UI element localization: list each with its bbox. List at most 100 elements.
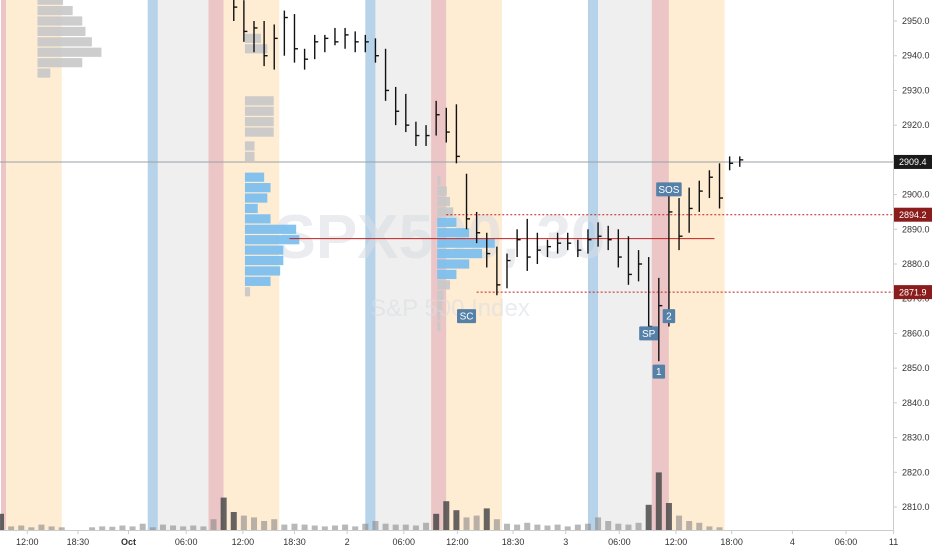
y-tick-label: 2840.0 [902, 398, 930, 408]
volume-bar [342, 524, 349, 530]
volume-bar [139, 523, 146, 530]
volume-bar [89, 527, 96, 530]
x-tick-label: 06:00 [608, 537, 631, 547]
profile-row [244, 224, 297, 234]
price-tag-text: 2871.9 [899, 287, 927, 297]
volume-bar [119, 525, 126, 530]
profile-row [37, 5, 73, 16]
volume-bar [251, 517, 257, 530]
x-tick-label: 18:30 [283, 537, 306, 547]
price-tag: 2909.4 [894, 154, 932, 169]
price-tag-box [894, 285, 932, 300]
profile-row [437, 301, 443, 311]
session-band-gray [157, 0, 209, 530]
volume-bar [584, 523, 591, 530]
annotation-text: 1 [656, 367, 662, 378]
annotation-label[interactable]: 1 [652, 364, 666, 379]
profile-row [244, 203, 258, 214]
price-tag-box [894, 154, 932, 169]
annotation-label[interactable]: SOS [656, 182, 682, 197]
profile-row [244, 117, 274, 127]
x-axis-background [0, 530, 932, 550]
volume-bar [210, 519, 217, 530]
y-tick-label: 2940.0 [902, 51, 930, 61]
profile-row [244, 141, 255, 151]
session-band-red [1, 0, 7, 530]
watermark-name: S&P 500 Index [370, 295, 530, 322]
y-axis[interactable]: 2950.02940.02930.02920.02910.02900.02890… [893, 0, 932, 550]
x-axis[interactable]: 12:00 18:30 Oct 06:00 12:00 18:30 2 06:00 12:00 1… [0, 530, 932, 550]
y-tick-label: 2900.0 [902, 190, 930, 200]
volume-bar [554, 524, 561, 530]
volume-bar [38, 524, 45, 530]
volume-bar [625, 524, 632, 530]
profile-row [437, 259, 470, 269]
session-band-gray [375, 0, 432, 530]
y-tick-label: 2830.0 [902, 433, 930, 443]
x-tick-label: 06:00 [393, 537, 416, 547]
session-band-gray [598, 0, 652, 530]
volume-bar [423, 522, 430, 530]
annotation-text: SOS [658, 185, 679, 196]
price-tag-text: 2894.2 [899, 210, 927, 220]
x-tick-label: 18:30 [502, 537, 525, 547]
volume-bar [595, 517, 602, 530]
volume-bar [483, 508, 490, 530]
session-band-orange [6, 0, 62, 530]
profile-row [244, 245, 284, 255]
volume-bar [645, 504, 652, 530]
volume-bar [605, 521, 612, 530]
profile-row [437, 176, 441, 186]
annotation-label[interactable]: SP [639, 326, 659, 341]
annotation-label[interactable]: 2 [662, 309, 676, 324]
volume-bar [48, 526, 55, 530]
volume-bar [18, 525, 25, 530]
volume-bar [0, 513, 4, 530]
volume-bar [170, 525, 177, 530]
profile-row [437, 228, 470, 238]
volume-bar [281, 524, 288, 530]
x-tick-label: 12:00 [232, 537, 255, 547]
volume-bar [99, 526, 106, 530]
profile-row [244, 183, 271, 193]
volume-bar [149, 527, 156, 530]
profile-row [437, 290, 444, 300]
x-tick-label: 12:00 [446, 537, 469, 547]
y-tick-label: 2860.0 [902, 328, 930, 338]
x-tick-label: 06:00 [175, 537, 198, 547]
y-axis-background [893, 0, 932, 550]
volume-bar [696, 522, 703, 530]
annotation-box [639, 326, 659, 341]
volume-bar [493, 519, 500, 530]
volume-bar [473, 515, 480, 530]
profile-row [437, 238, 495, 248]
volume-bar [352, 526, 359, 530]
y-tick-label: 2950.0 [902, 16, 930, 26]
volume-bar [58, 527, 65, 530]
annotation-box [662, 309, 676, 324]
annotation-box [457, 309, 477, 324]
annotation-label[interactable]: SC [457, 309, 477, 324]
volume-bar [706, 526, 713, 530]
volume-bar [635, 522, 642, 530]
volume-bar [534, 524, 541, 530]
price-tag-text: 2909.4 [899, 157, 927, 167]
session-band-blue [365, 0, 376, 530]
session-band-orange [668, 0, 725, 530]
profile-row [244, 266, 281, 276]
volume-bar [180, 526, 187, 530]
price-tag: 2894.2 [894, 207, 932, 222]
x-tick-label: Oct [121, 537, 136, 547]
y-tick-label: 2810.0 [902, 502, 930, 512]
profile-row [244, 127, 274, 137]
x-tick-label: 2 [345, 537, 350, 547]
annotation-text: 2 [666, 312, 672, 323]
profile-row [437, 186, 447, 196]
profile-row [244, 214, 271, 224]
profile-row [244, 235, 300, 245]
profile-row [244, 106, 274, 116]
y-tick-label: 2820.0 [902, 467, 930, 477]
volume-bar [514, 524, 521, 530]
